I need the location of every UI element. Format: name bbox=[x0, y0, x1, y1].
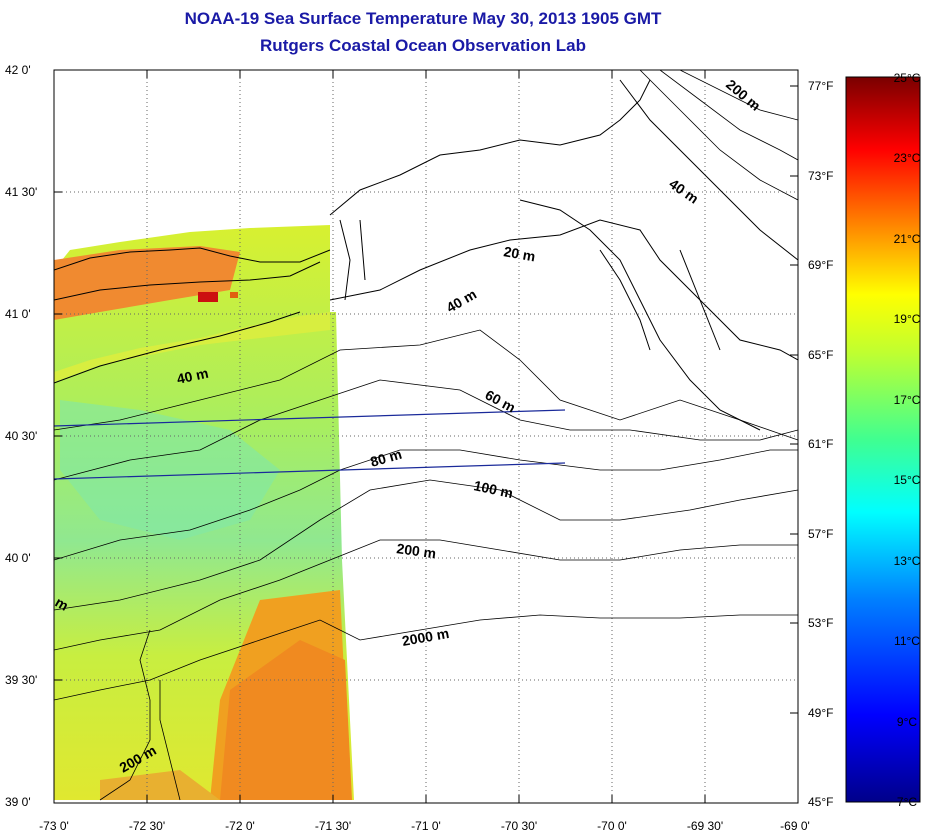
colorbar bbox=[845, 76, 921, 803]
longitude-labels: -73 0' -72 30' -72 0' -71 30' -71 0' -70… bbox=[39, 819, 810, 833]
coastline bbox=[54, 79, 798, 431]
fahrenheit-labels: 77°F 73°F 69°F 65°F 61°F 57°F 53°F 49°F … bbox=[808, 79, 833, 809]
f-label: 69°F bbox=[808, 258, 833, 272]
lat-label: 41 0' bbox=[5, 307, 31, 321]
frame-ticks bbox=[53, 70, 798, 803]
lat-label: 39 0' bbox=[5, 795, 31, 809]
c-label: 13°C bbox=[894, 554, 921, 568]
lat-label: 40 0' bbox=[5, 551, 31, 565]
transect-lines bbox=[53, 409, 566, 480]
f-label: 77°F bbox=[808, 79, 833, 93]
contour-label: 40 m bbox=[666, 175, 701, 206]
lon-label: -71 30' bbox=[315, 819, 351, 833]
f-label: 53°F bbox=[808, 616, 833, 630]
isobaths bbox=[54, 70, 798, 801]
lon-label: -70 30' bbox=[501, 819, 537, 833]
lon-label: -70 0' bbox=[597, 819, 627, 833]
f-label: 45°F bbox=[808, 795, 833, 809]
lon-label: -73 0' bbox=[39, 819, 69, 833]
f-label: 65°F bbox=[808, 348, 833, 362]
f-label: 49°F bbox=[808, 706, 833, 720]
c-label: 25°C bbox=[894, 71, 921, 85]
c-label: 21°C bbox=[894, 232, 921, 246]
contour-label: 80 m bbox=[368, 446, 403, 470]
c-label: 7°C bbox=[897, 795, 917, 809]
sst-swath bbox=[54, 225, 354, 800]
lat-label: 39 30' bbox=[5, 673, 37, 687]
contour-label: 40 m bbox=[175, 365, 210, 387]
f-label: 73°F bbox=[808, 169, 833, 183]
contour-label: 20 m bbox=[502, 243, 536, 264]
f-label: 61°F bbox=[808, 437, 833, 451]
lat-label: 40 30' bbox=[5, 429, 37, 443]
map-title: NOAA-19 Sea Surface Temperature May 30, … bbox=[184, 9, 662, 28]
contour-label: 100 m bbox=[472, 477, 514, 501]
f-label: 57°F bbox=[808, 527, 833, 541]
c-label: 17°C bbox=[894, 393, 921, 407]
lon-label: -72 30' bbox=[129, 819, 165, 833]
contour-label: 200 m bbox=[396, 540, 438, 561]
c-label: 15°C bbox=[894, 473, 921, 487]
c-label: 9°C bbox=[897, 715, 917, 729]
lat-label: 41 30' bbox=[5, 185, 37, 199]
lon-label: -69 30' bbox=[687, 819, 723, 833]
lon-label: -69 0' bbox=[780, 819, 810, 833]
contour-label: 40 m bbox=[444, 286, 480, 316]
contour-label: 2000 m bbox=[401, 625, 451, 649]
latitude-labels: 42 0' 41 30' 41 0' 40 30' 40 0' 39 30' 3… bbox=[5, 63, 37, 809]
contour-label: 60 m bbox=[483, 387, 519, 416]
c-label: 23°C bbox=[894, 151, 921, 165]
lon-label: -71 0' bbox=[411, 819, 441, 833]
colorbar-labels: 25°C 23°C 21°C 19°C 17°C 15°C 13°C 11°C … bbox=[894, 71, 921, 809]
c-label: 11°C bbox=[894, 634, 920, 648]
lon-label: -72 0' bbox=[225, 819, 255, 833]
map-subtitle: Rutgers Coastal Ocean Observation Lab bbox=[260, 36, 586, 55]
lat-label: 42 0' bbox=[5, 63, 31, 77]
c-label: 19°C bbox=[894, 312, 921, 326]
